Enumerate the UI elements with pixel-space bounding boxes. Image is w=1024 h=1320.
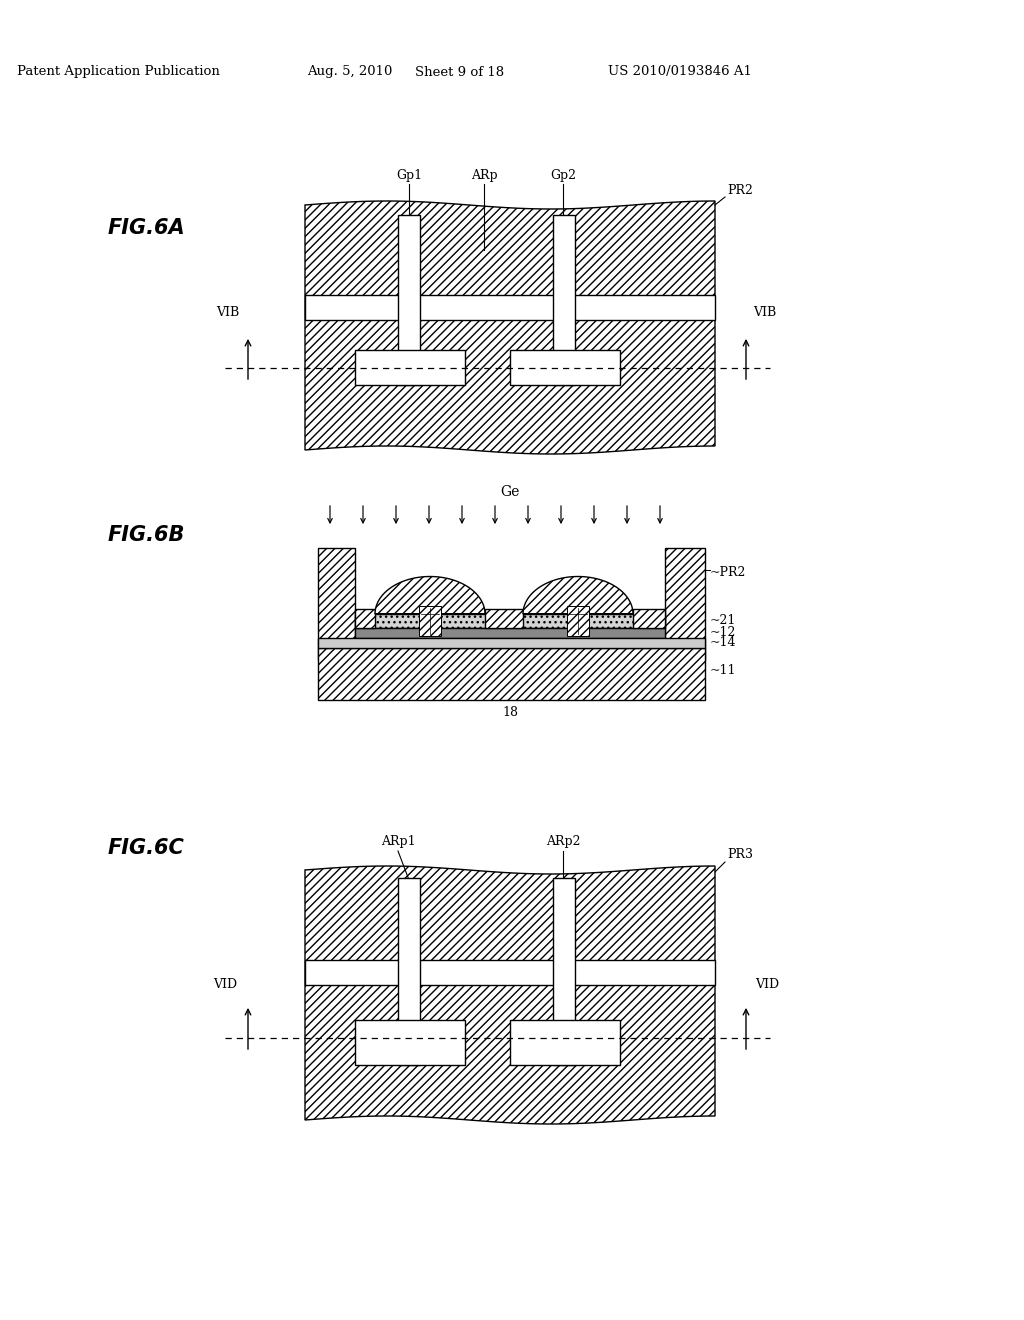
Bar <box>398 878 420 1065</box>
Bar <box>318 638 705 648</box>
Bar <box>355 1020 465 1065</box>
Text: VIB: VIB <box>754 305 776 318</box>
Polygon shape <box>305 866 715 1125</box>
Bar <box>419 606 441 636</box>
Text: US 2010/0193846 A1: US 2010/0193846 A1 <box>608 66 752 78</box>
Text: FIG.6B: FIG.6B <box>108 525 185 545</box>
Text: ~21: ~21 <box>710 615 736 627</box>
Bar <box>355 614 665 628</box>
Bar <box>355 609 375 628</box>
Text: VID: VID <box>755 978 779 990</box>
Text: FIG.6A: FIG.6A <box>108 218 185 238</box>
Text: ~14: ~14 <box>710 636 736 649</box>
Bar <box>567 606 589 636</box>
Bar <box>305 294 715 319</box>
Bar <box>665 548 705 660</box>
Bar <box>553 878 575 1065</box>
Bar <box>355 350 465 385</box>
Polygon shape <box>523 577 633 614</box>
Bar <box>398 215 420 385</box>
Text: ~12: ~12 <box>710 627 736 639</box>
Bar <box>510 1020 620 1065</box>
Text: VIB: VIB <box>216 305 240 318</box>
Text: PR3: PR3 <box>727 849 753 862</box>
Text: PR2: PR2 <box>727 183 753 197</box>
Text: VID: VID <box>213 978 238 990</box>
Bar <box>510 350 620 385</box>
Polygon shape <box>375 577 485 614</box>
Text: ARp: ARp <box>471 169 498 182</box>
Text: FIG.6C: FIG.6C <box>108 838 185 858</box>
Bar <box>633 609 665 628</box>
Text: ARp1: ARp1 <box>381 836 416 849</box>
Text: Gp2: Gp2 <box>550 169 575 182</box>
Text: Aug. 5, 2010: Aug. 5, 2010 <box>307 66 392 78</box>
Text: ARp2: ARp2 <box>546 836 581 849</box>
Bar <box>318 648 705 700</box>
Bar <box>355 628 665 638</box>
Bar <box>305 960 715 985</box>
Text: Gp1: Gp1 <box>396 169 422 182</box>
Polygon shape <box>305 201 715 454</box>
Bar <box>485 609 523 628</box>
Text: Patent Application Publication: Patent Application Publication <box>16 66 219 78</box>
Bar <box>553 215 575 385</box>
Text: Ge: Ge <box>501 484 520 499</box>
Text: ~PR2: ~PR2 <box>710 565 746 578</box>
Text: Sheet 9 of 18: Sheet 9 of 18 <box>416 66 505 78</box>
Bar <box>318 548 355 660</box>
Text: 18: 18 <box>502 705 518 718</box>
Text: ~11: ~11 <box>710 664 736 676</box>
